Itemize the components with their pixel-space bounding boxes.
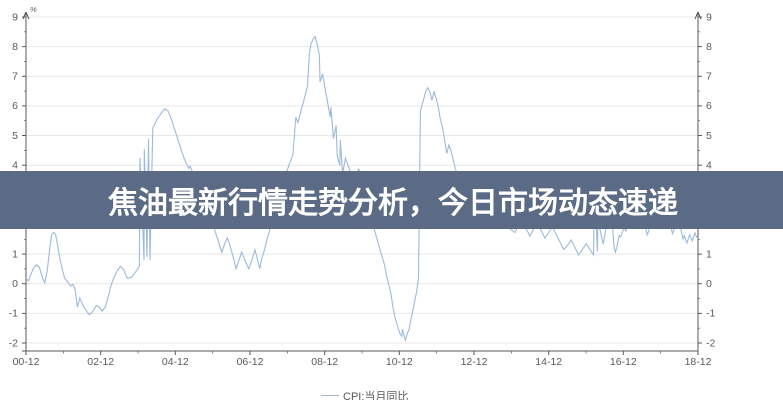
- svg-text:-1: -1: [9, 308, 18, 320]
- svg-text:4: 4: [706, 160, 712, 172]
- svg-text:9: 9: [12, 11, 18, 23]
- svg-text:14-12: 14-12: [535, 356, 562, 368]
- svg-text:06-12: 06-12: [237, 356, 264, 368]
- svg-text:08-12: 08-12: [311, 356, 338, 368]
- svg-text:12-12: 12-12: [461, 356, 488, 368]
- svg-text:-2: -2: [706, 337, 715, 349]
- svg-text:6: 6: [12, 100, 18, 112]
- svg-text:-2: -2: [9, 337, 18, 349]
- svg-text:6: 6: [706, 100, 712, 112]
- svg-text:0: 0: [12, 278, 18, 290]
- svg-text:9: 9: [706, 11, 712, 23]
- svg-text:16-12: 16-12: [610, 356, 637, 368]
- svg-text:-1: -1: [706, 308, 715, 320]
- svg-text:1: 1: [706, 248, 712, 260]
- svg-text:8: 8: [706, 41, 712, 53]
- svg-text:4: 4: [12, 160, 18, 172]
- svg-text:5: 5: [706, 130, 712, 142]
- svg-text:7: 7: [706, 71, 712, 83]
- svg-text:18-12: 18-12: [685, 356, 712, 368]
- svg-text:00-12: 00-12: [13, 356, 40, 368]
- svg-text:10-12: 10-12: [386, 356, 413, 368]
- svg-text:8: 8: [12, 41, 18, 53]
- svg-text:02-12: 02-12: [87, 356, 114, 368]
- svg-text:0: 0: [706, 278, 712, 290]
- svg-text:%: %: [30, 5, 37, 14]
- svg-text:7: 7: [12, 71, 18, 83]
- svg-text:5: 5: [12, 130, 18, 142]
- svg-text:1: 1: [12, 248, 18, 260]
- svg-text:04-12: 04-12: [162, 356, 189, 368]
